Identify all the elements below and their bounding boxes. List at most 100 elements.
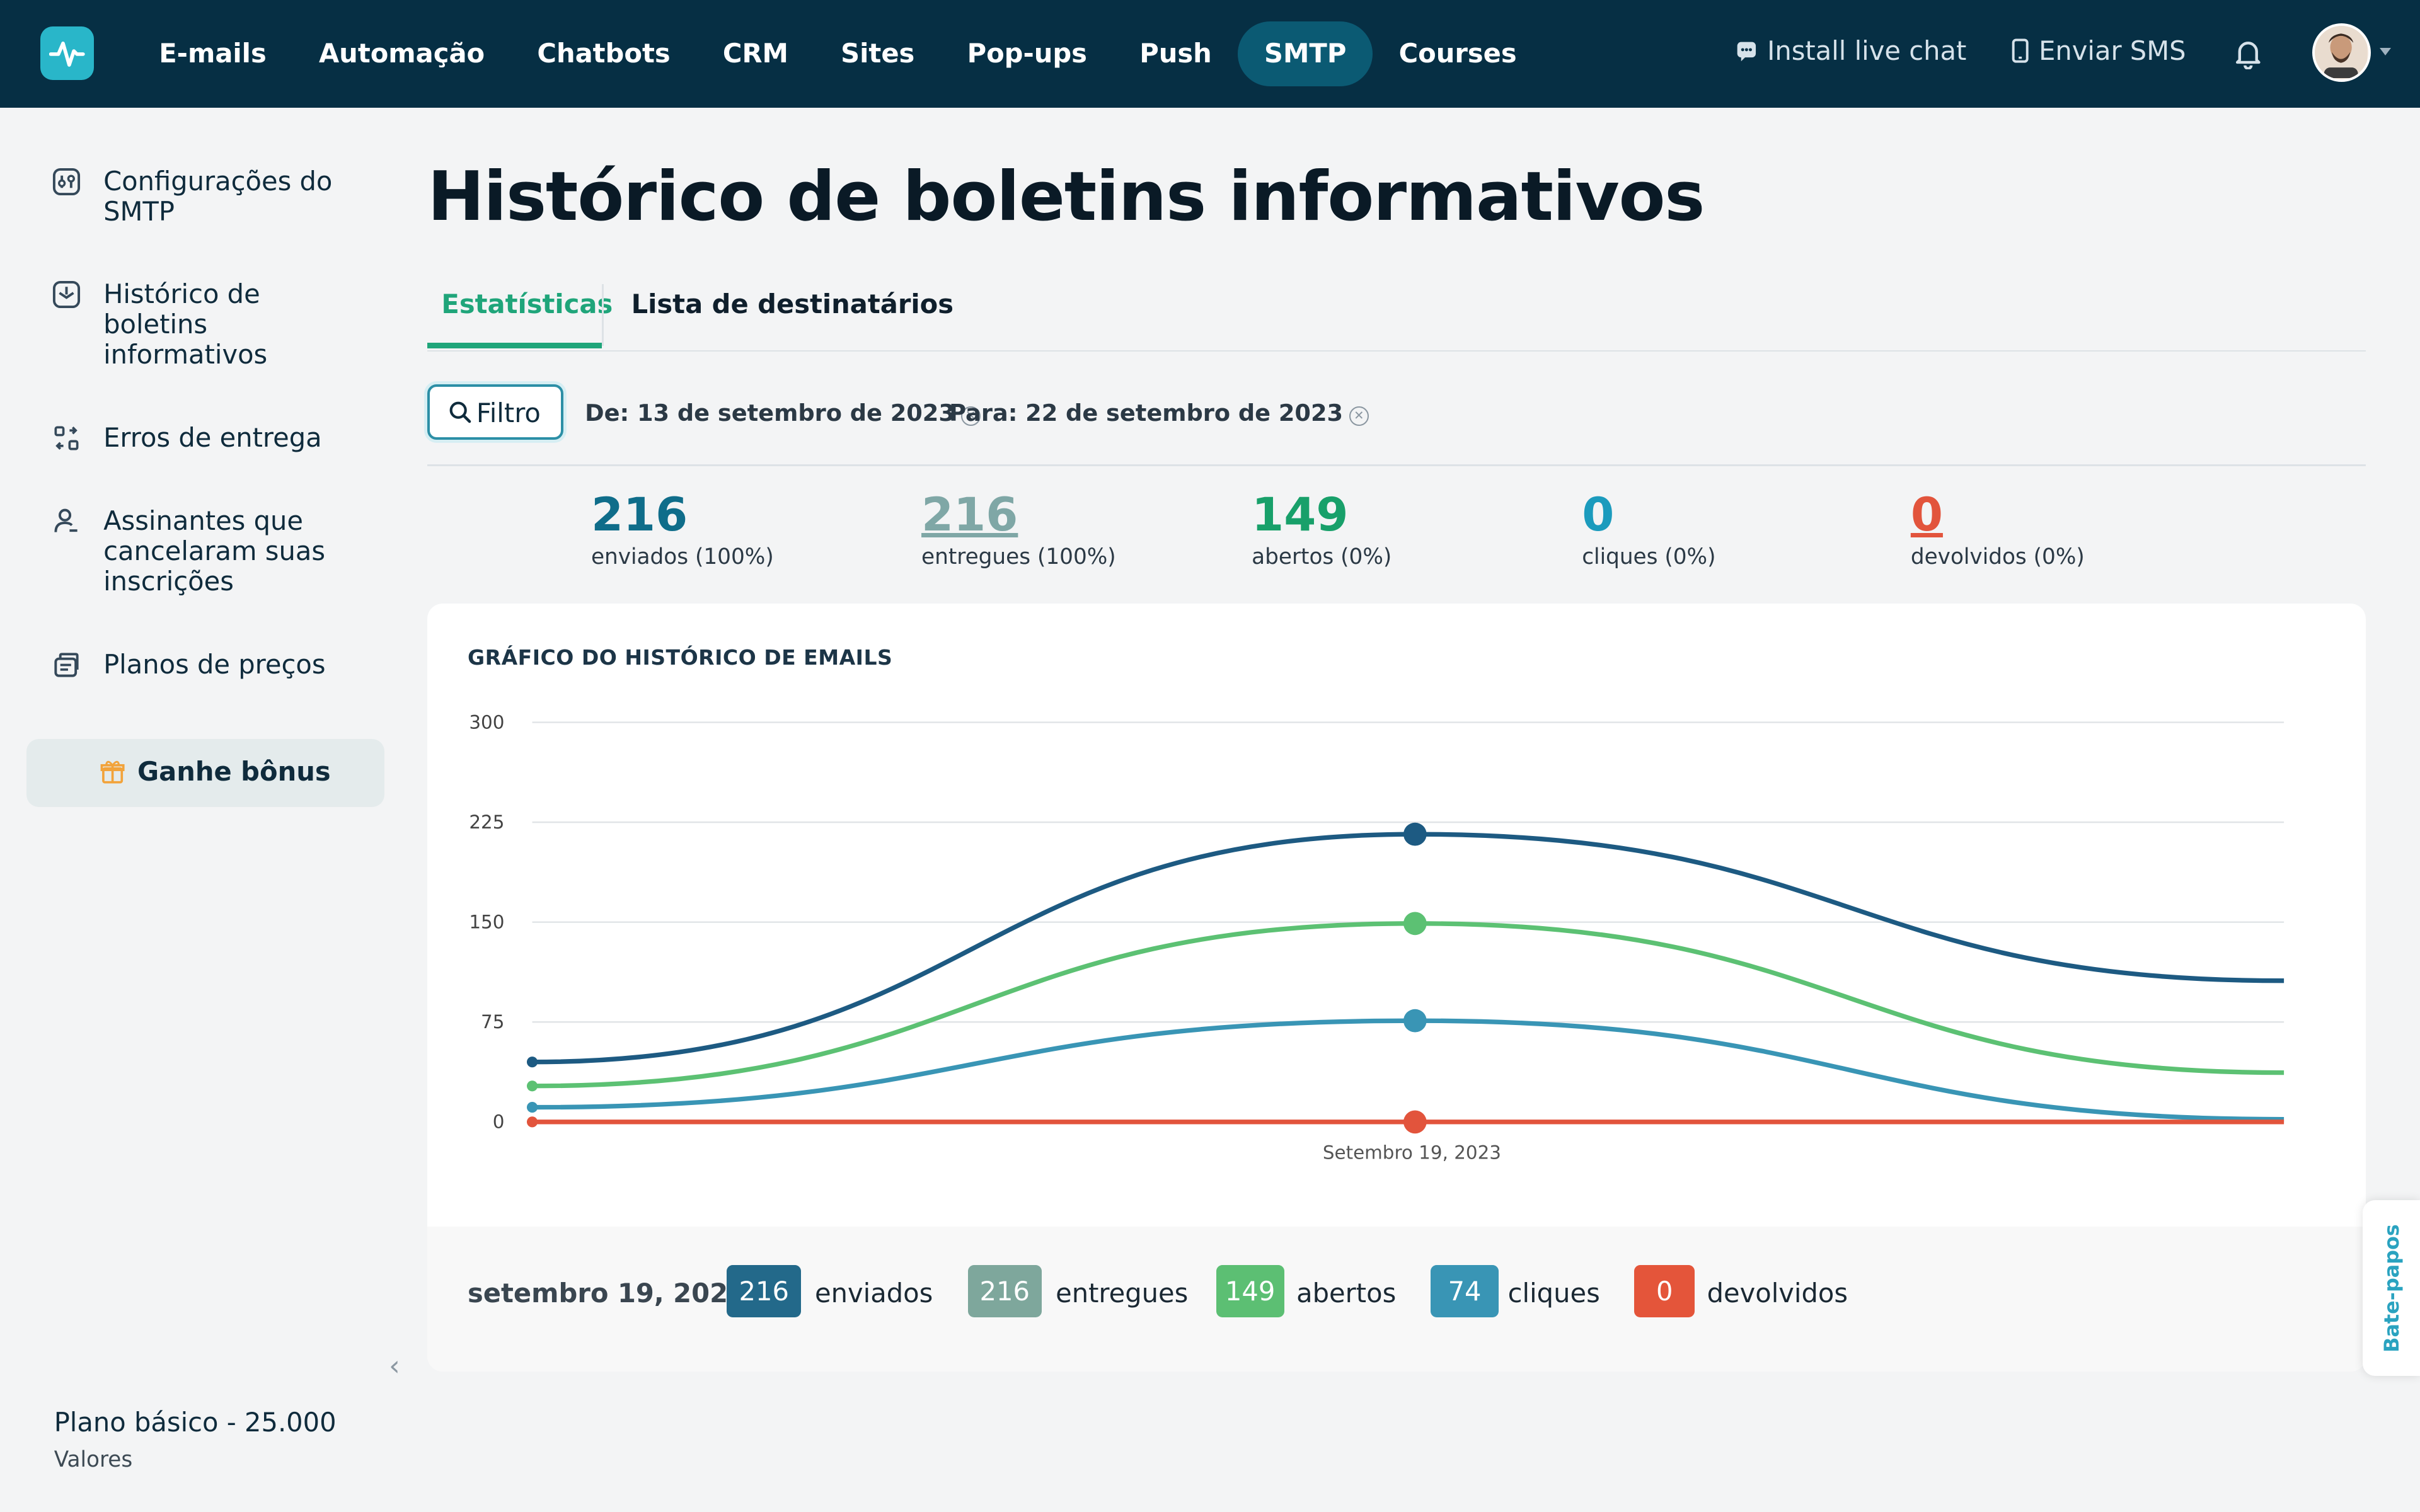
data-point-abertos[interactable]	[527, 1080, 538, 1091]
data-point-devolvidos[interactable]	[1403, 1110, 1427, 1133]
date-from-label: De: 13 de setembro de 2023	[585, 399, 955, 427]
stat-sent: 216 enviados (100%)	[591, 489, 774, 570]
series-line-cliques	[532, 1018, 2285, 1121]
nav-item-push[interactable]: Push	[1139, 38, 1212, 69]
stat-bounced[interactable]: 0 devolvidos (0%)	[1911, 489, 2085, 570]
y-tick-label: 225	[470, 811, 505, 832]
delivery-errors-icon	[54, 426, 79, 450]
sidebar-item-pricing-plans[interactable]: Planos de preços	[51, 649, 326, 680]
unsubscribed-icon	[54, 508, 78, 532]
x-tick-label: Setembro 19, 2023	[1323, 1142, 1501, 1163]
active-tab-indicator	[427, 342, 602, 349]
smtp-settings-icon	[52, 168, 80, 196]
chat-side-tab[interactable]: Bate-papos	[2363, 1200, 2420, 1377]
stat-delivered-caption: entregues (100%)	[921, 544, 1116, 570]
sidebar-item-label: Assinantes que cancelaram suas inscriçõe…	[103, 505, 326, 597]
data-point-enviados[interactable]	[527, 1056, 538, 1067]
send-sms-link[interactable]: Enviar SMS	[2011, 35, 2186, 66]
top-navigation-bar: E-mails Automação Chatbots CRM Sites Pop…	[0, 0, 2420, 108]
bounced-label: devolvidos	[1707, 1277, 1848, 1309]
day-summary: setembro 19, 2023 216 enviados 216 entre…	[427, 1226, 2366, 1372]
opened-count-badge: 149	[1216, 1265, 1284, 1318]
delivered-label: entregues	[1056, 1277, 1189, 1309]
bounced-count-badge: 0	[1634, 1265, 1695, 1318]
account-menu-caret-icon[interactable]	[2380, 47, 2392, 55]
tab-bar: Estatísticas Lista de destinatários	[427, 278, 2366, 352]
date-from-chip[interactable]: De: 13 de setembro de 2023 ✕	[585, 399, 981, 427]
y-tick-label: 300	[470, 711, 505, 733]
gift-icon	[100, 760, 125, 784]
stat-delivered-value[interactable]: 216	[921, 488, 1018, 542]
nav-item-courses[interactable]: Courses	[1398, 38, 1517, 69]
y-tick-label: 150	[470, 911, 505, 932]
chart-title: GRÁFICO DO HISTÓRICO DE EMAILS	[468, 644, 893, 670]
plan-prices-link[interactable]: Valores	[54, 1447, 133, 1473]
clicks-count-badge: 74	[1431, 1265, 1499, 1318]
data-point-enviados[interactable]	[1403, 822, 1427, 846]
stat-clicks-value: 0	[1582, 488, 1615, 542]
opened-label: abertos	[1296, 1277, 1397, 1309]
date-to-label: Para: 22 de setembro de 2023	[949, 399, 1344, 427]
nav-item-automation[interactable]: Automação	[318, 38, 485, 69]
nav-item-chatbots[interactable]: Chatbots	[537, 38, 671, 69]
stat-sent-value: 216	[591, 488, 688, 542]
remove-filter-icon[interactable]: ✕	[960, 406, 981, 426]
earn-bonus-label: Ganhe bônus	[137, 755, 331, 787]
nav-item-smtp[interactable]: SMTP	[1238, 21, 1373, 87]
collapse-sidebar-chevron-icon[interactable]: ‹	[389, 1349, 400, 1382]
data-point-devolvidos[interactable]	[527, 1116, 538, 1127]
search-icon	[449, 401, 471, 423]
nav-item-popups[interactable]: Pop-ups	[967, 38, 1087, 69]
sent-label: enviados	[815, 1277, 933, 1309]
main-nav: E-mails Automação Chatbots CRM Sites Pop…	[133, 21, 1543, 87]
sidebar-item-label: Planos de preços	[103, 649, 326, 680]
data-point-cliques[interactable]	[1403, 1009, 1427, 1033]
stat-sent-caption: enviados (100%)	[591, 544, 774, 570]
nav-item-crm[interactable]: CRM	[722, 38, 788, 69]
stat-opened-caption: abertos (0%)	[1252, 544, 1392, 570]
y-tick-label: 75	[481, 1011, 504, 1033]
nav-item-sites[interactable]: Sites	[841, 38, 915, 69]
newsletter-history-icon	[52, 281, 80, 309]
sidebar-item-delivery-errors[interactable]: Erros de entrega	[51, 422, 322, 454]
nav-item-emails[interactable]: E-mails	[159, 38, 267, 69]
delivered-count-badge: 216	[967, 1265, 1042, 1318]
earn-bonus-button[interactable]: Ganhe bônus	[26, 739, 384, 807]
notifications-bell-icon[interactable]	[2233, 38, 2263, 76]
filter-divider	[427, 464, 2366, 466]
send-sms-label: Enviar SMS	[2039, 35, 2186, 67]
sidebar: Configurações do SMTP Histórico de bolet…	[0, 108, 409, 1512]
data-point-cliques[interactable]	[527, 1101, 538, 1113]
sidebar-item-unsubscribed[interactable]: Assinantes que cancelaram suas inscriçõe…	[51, 506, 325, 596]
stat-bounced-caption: devolvidos (0%)	[1910, 544, 2085, 570]
sidebar-item-smtp-settings[interactable]: Configurações do SMTP	[51, 166, 332, 227]
clicks-label: cliques	[1507, 1277, 1600, 1309]
filter-button[interactable]: Filtro	[427, 384, 563, 440]
stat-opened: 149 abertos (0%)	[1252, 489, 1392, 570]
stat-delivered[interactable]: 216 entregues (100%)	[921, 489, 1116, 570]
chat-side-tab-label: Bate-papos	[2379, 1224, 2404, 1353]
email-history-chart-card: GRÁFICO DO HISTÓRICO DE EMAILS 0 75 150 225…	[427, 603, 2366, 1372]
sidebar-item-label: Configurações do SMTP	[103, 166, 333, 227]
remove-filter-icon[interactable]: ✕	[1349, 406, 1369, 426]
app-logo-icon[interactable]	[40, 26, 95, 81]
tab-recipient-list[interactable]: Lista de destinatários	[631, 288, 954, 319]
user-avatar[interactable]	[2312, 23, 2371, 82]
pricing-plans-icon	[54, 653, 79, 677]
install-live-chat-label: Install live chat	[1767, 35, 1967, 67]
data-point-abertos[interactable]	[1403, 912, 1427, 935]
date-to-chip[interactable]: Para: 22 de setembro de 2023 ✕	[949, 399, 1369, 427]
tab-statistics[interactable]: Estatísticas	[441, 288, 613, 319]
stat-clicks-caption: cliques (0%)	[1582, 544, 1716, 570]
install-live-chat-link[interactable]: Install live chat	[1735, 35, 1967, 67]
stat-bounced-value[interactable]: 0	[1910, 488, 1943, 542]
chat-bubble-icon	[1737, 42, 1756, 62]
page-title: Histórico de boletins informativos	[427, 157, 1705, 236]
sent-count-badge: 216	[727, 1265, 801, 1318]
summary-date: setembro 19, 2023	[468, 1277, 747, 1309]
y-tick-label: 0	[493, 1111, 505, 1132]
filter-button-label: Filtro	[476, 397, 541, 428]
series-line-abertos	[532, 920, 2285, 1088]
sidebar-item-newsletter-history[interactable]: Histórico de boletins informativos	[51, 279, 267, 369]
plan-name: Plano básico - 25.000	[54, 1407, 337, 1438]
